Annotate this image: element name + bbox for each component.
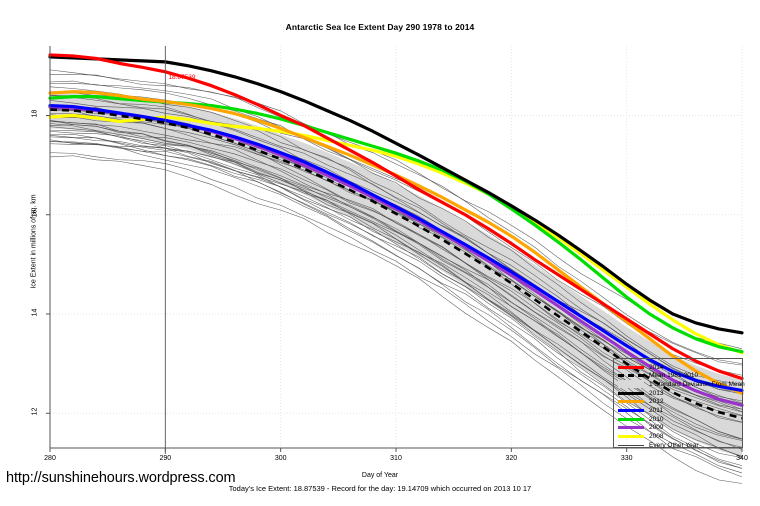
x-tick-label: 340 [736,455,748,462]
chart-title: Antarctic Sea Ice Extent Day 290 1978 to… [285,22,475,32]
legend-label: 2013 [649,389,664,397]
legend-item[interactable]: 2012 [614,397,663,407]
legend-item[interactable]: Every Other Year [614,440,699,450]
value-annotation: 18.87539 [168,73,196,81]
watermark-url: http://sunshinehours.wordpress.com [6,470,236,486]
legend-swatch-icon [618,362,644,372]
legend-swatch-icon [618,388,644,398]
y-axis-title: Ice Extent in millions of sq. km [30,194,38,289]
legend-item[interactable]: 2010 [614,414,663,424]
legend-swatch-icon [618,432,644,442]
legend-swatch-icon [618,379,644,389]
x-tick-label: 310 [390,455,402,462]
series-line-mean [49,108,743,420]
legend-label: 2014 [649,363,664,371]
legend-item[interactable]: 2008 [614,432,663,442]
legend-label: Every Other Year [649,441,699,449]
legend-item[interactable]: Mean 1981-2010 [614,371,698,381]
legend-label: Mean 1981-2010 [649,372,699,380]
legend-label: 1 Standard Deviation From Mean [649,380,745,388]
std-deviation-band [50,90,742,457]
y-tick-label: 12 [31,407,39,416]
legend-label: 2008 [649,433,664,441]
legend-label: 2009 [649,424,664,432]
legend-label: 2010 [649,415,664,423]
legend-swatch-icon [618,371,644,381]
legend-swatch-icon [618,397,644,407]
legend-item[interactable]: 1 Standard Deviation From Mean [614,379,745,389]
legend-item[interactable]: 2013 [614,388,663,398]
x-tick-label: 290 [159,455,172,462]
legend-item[interactable]: 2009 [614,423,663,433]
x-tick-label: 330 [620,455,633,462]
chart-caption: Today's Ice Extent: 18.87539 - Record fo… [228,484,532,493]
x-tick-label: 300 [274,455,287,462]
legend-swatch-icon [618,414,644,424]
legend-label: 2011 [649,407,663,414]
x-axis-title: Day of Year [361,472,399,479]
y-tick-label: 18 [31,110,39,118]
legend-swatch-icon [618,406,644,416]
legend-swatch-icon [618,423,644,433]
x-tick-label: 320 [505,455,518,462]
x-tick-label: 280 [44,455,56,462]
legend-label: 2012 [649,398,664,406]
legend-swatch-icon [618,440,644,450]
legend-item[interactable]: 2014 [614,362,663,372]
legend-item[interactable]: 2011 [614,406,663,416]
chart-legend: 2014 Mean 1981-2010 1 Standard Deviation F… [613,358,745,450]
